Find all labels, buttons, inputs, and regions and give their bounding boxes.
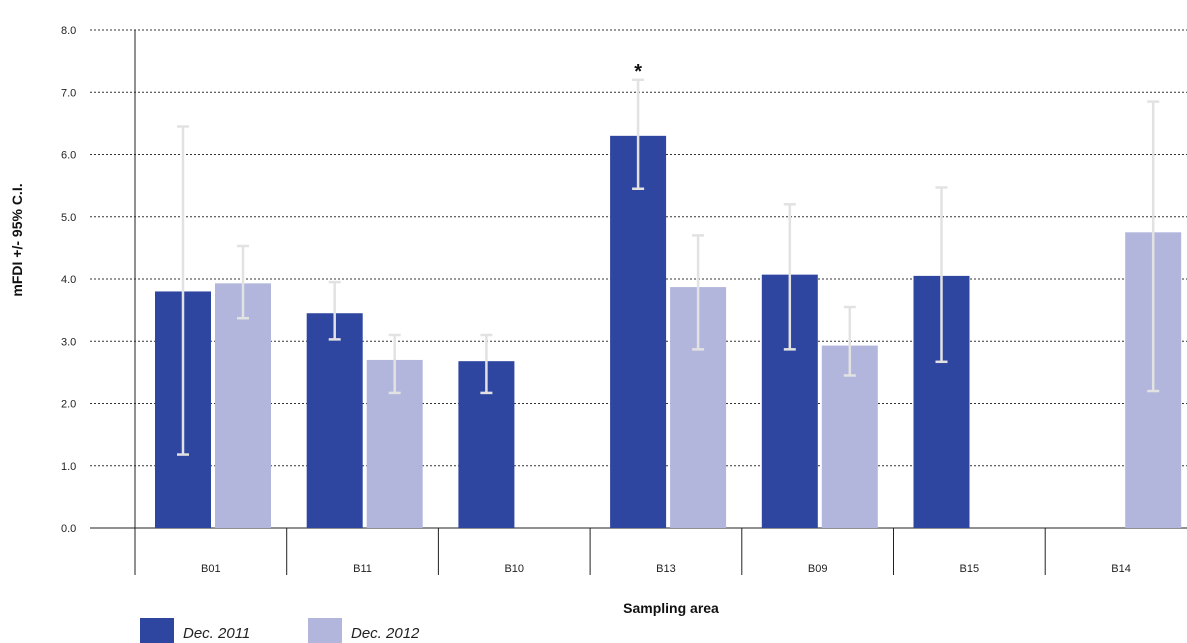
x-tick-label-b09: B09 xyxy=(808,563,828,575)
x-tick-label-b01: B01 xyxy=(201,563,221,575)
x-axis-label: Sampling area xyxy=(623,600,719,616)
y-tick-label-3.0: 3.0 xyxy=(61,336,76,348)
error-bar-b15-series-0 xyxy=(935,186,948,364)
error-bars xyxy=(177,78,1160,456)
legend-label-dec-2012: Dec. 2012 xyxy=(351,625,420,642)
legend-label-dec-2011: Dec. 2011 xyxy=(183,625,250,642)
legend: Dec. 2011 Dec. 2012 xyxy=(140,618,420,643)
error-bar-b01-series-1 xyxy=(237,244,249,320)
y-tick-label-5.0: 5.0 xyxy=(61,212,76,224)
bars xyxy=(155,135,1182,528)
y-tick-label-0.0: 0.0 xyxy=(61,523,76,535)
legend-swatch-dec-2012 xyxy=(308,618,342,643)
error-bar-b11-series-0 xyxy=(328,280,341,341)
error-bar-b11-series-1 xyxy=(388,333,401,395)
error-bar-b13-series-1 xyxy=(692,234,705,351)
significance-marker: * xyxy=(634,61,642,83)
x-tick-label-b13: B13 xyxy=(656,563,676,575)
x-tick-label-b10: B10 xyxy=(504,563,524,575)
bar-b01-series-1 xyxy=(215,283,271,528)
error-bar-b14-series-1 xyxy=(1147,100,1160,393)
y-tick-label-2.0: 2.0 xyxy=(61,399,76,411)
y-tick-label-4.0: 4.0 xyxy=(61,274,76,286)
bar-b13-series-0 xyxy=(610,135,667,528)
x-tick-label-b11: B11 xyxy=(353,563,372,575)
y-tick-label-1.0: 1.0 xyxy=(61,461,76,473)
y-tick-label-7.0: 7.0 xyxy=(61,87,76,99)
y-tick-label-8.0: 8.0 xyxy=(61,25,76,37)
y-axis-label: mFDI +/- 95% C.I. xyxy=(9,183,25,296)
y-tick-label-6.0: 6.0 xyxy=(61,150,76,162)
axis-labels: 0.0 1.0 2.0 3.0 4.0 5.0 6.0 7.0 8.0 B01 B11 B10 B13 B… xyxy=(61,25,1131,575)
error-bar-b01-series-0 xyxy=(177,125,189,456)
x-tick-label-b15: B15 xyxy=(960,563,980,575)
bar-b11-series-0 xyxy=(306,313,363,528)
error-bar-b09-series-1 xyxy=(843,305,856,377)
legend-swatch-dec-2011 xyxy=(140,618,174,643)
error-bar-b13-series-0 xyxy=(632,78,645,190)
error-bar-b10-series-0 xyxy=(480,333,493,395)
x-tick-label-b14: B14 xyxy=(1111,563,1131,575)
error-bar-b09-series-0 xyxy=(783,203,796,351)
